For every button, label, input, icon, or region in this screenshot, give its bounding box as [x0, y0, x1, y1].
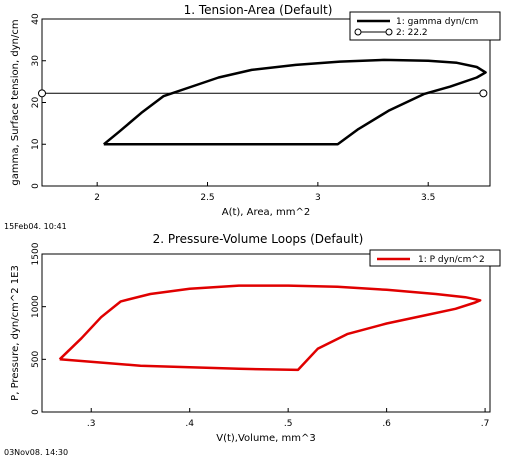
x-tick-label: 3.5 [421, 193, 435, 203]
x-tick-label: 2 [94, 193, 100, 203]
data-point-marker [479, 89, 488, 98]
legend-box [369, 249, 501, 267]
timestamp: 03Nov08. 14:30 [4, 448, 68, 457]
x-tick-label: .4 [185, 419, 194, 429]
y-tick-label: 500 [31, 350, 41, 367]
x-tick-label: 2.5 [200, 193, 214, 203]
chart-title: 1. Tension-Area (Default) [184, 3, 333, 17]
legend-label: 2: 22.2 [396, 28, 428, 38]
y-tick-label: 10 [31, 138, 41, 150]
x-tick-label: .6 [382, 419, 391, 429]
x-tick-label: 3 [315, 193, 321, 203]
timestamp: 15Feb04. 10:41 [4, 222, 67, 231]
y-tick-label: 0 [31, 409, 41, 415]
chart-pressure-volume: 2. Pressure-Volume Loops (Default) .3 .4 .5… [4, 232, 501, 457]
legend-marker [385, 28, 393, 36]
y-tick-label: 20 [31, 97, 41, 109]
y-tick-label: 1000 [31, 295, 41, 318]
series-line [58, 284, 482, 372]
y-axis-label: gamma, Surface tension, dyn/cm [10, 19, 21, 185]
chart-tension-area: 1. Tension-Area (Default) 2 2.5 3 3.5 0 10 20 30… [4, 3, 501, 231]
plot-frame [41, 18, 491, 187]
y-axis-label: P, Pressure, dyn/cm^2 1E3 [10, 265, 21, 401]
legend-label: 1: P dyn/cm^2 [418, 255, 485, 265]
y-tick-label: 1500 [31, 242, 41, 265]
y-tick-label: 40 [31, 13, 41, 25]
x-axis-label: A(t), Area, mm^2 [222, 207, 311, 218]
legend-marker [354, 28, 362, 36]
plot-frame [41, 253, 491, 413]
x-tick-label: .5 [284, 419, 293, 429]
data-point-marker [38, 89, 46, 98]
y-tick-label: 0 [31, 183, 41, 189]
x-tick-label: .7 [481, 419, 490, 429]
legend-box [349, 11, 501, 41]
series-line [103, 58, 487, 146]
legend-label: 1: gamma dyn/cm [396, 17, 478, 27]
x-axis-label: V(t),Volume, mm^3 [216, 433, 316, 444]
y-tick-label: 30 [31, 55, 41, 67]
chart-title: 2. Pressure-Volume Loops (Default) [153, 232, 364, 246]
x-tick-label: .3 [87, 419, 96, 429]
